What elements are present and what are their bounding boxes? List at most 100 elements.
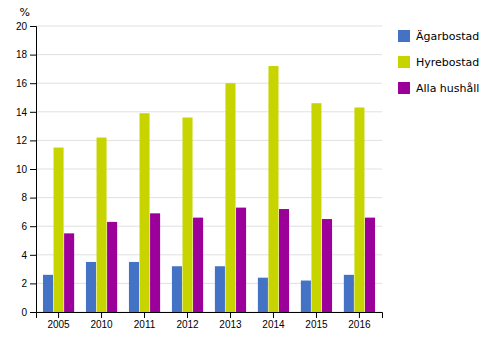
y-tick-mark [30,283,36,284]
bar [64,233,74,312]
y-tick-mark [30,255,36,256]
y-tick: 14 [16,107,36,118]
y-tick: 0 [21,307,36,318]
bar [43,275,53,312]
x-tick-label: 2005 [47,319,70,330]
y-tick-mark [30,55,36,56]
bar [344,275,354,312]
y-tick: 4 [21,250,36,261]
x-tick: 2016 [348,312,371,330]
x-tick-label: 2016 [348,319,371,330]
y-tick-label: 20 [16,21,28,32]
x-tick-mark [58,312,59,318]
y-tick: 18 [16,49,36,60]
x-tick: 2011 [134,312,156,330]
legend-swatch [398,56,410,68]
y-axis: 0 2 4 6 8 10 12 14 16 18 20 [16,21,37,318]
x-tick: 2013 [219,312,242,330]
x-tick-mark [101,312,102,318]
bar [182,118,192,312]
x-axis: 2005 2010 2011 2012 2013 2014 2015 2016 [37,312,383,330]
legend-item: Alla hushåll [398,82,479,95]
y-tick-label: 8 [21,192,27,203]
y-tick-mark [30,140,36,141]
y-tick-label: 14 [16,107,28,118]
y-tick-label: 12 [16,135,28,146]
x-tick-label: 2011 [134,319,156,330]
y-tick-mark [30,169,36,170]
grid-line [36,169,382,170]
bar [172,266,182,312]
legend: Ägarbostad Hyrebostad Alla hushåll [398,30,479,95]
y-tick-mark [30,83,36,84]
bar [150,213,160,312]
legend-label: Hyrebostad [416,56,479,69]
y-tick-mark [30,312,36,313]
y-tick-label: 0 [21,307,27,318]
bar [279,209,289,312]
bar [258,278,268,312]
y-tick: 6 [21,221,36,232]
x-tick: 2014 [262,312,285,330]
bar [140,113,150,312]
bar [301,281,311,312]
x-tick-mark [187,312,188,318]
y-tick: 20 [16,21,36,32]
y-tick: 16 [16,78,36,89]
bars [43,66,375,312]
bar [268,66,278,312]
y-tick: 10 [16,164,36,175]
x-axis-line [37,313,383,319]
bar [322,219,332,312]
x-tick-label: 2015 [305,319,328,330]
bar [86,262,96,312]
y-axis-line [30,27,37,313]
y-tick-label: 18 [16,49,28,60]
x-tick: 2005 [47,312,70,330]
bar [311,103,321,312]
bar [225,83,235,312]
grid-line [36,197,382,198]
x-tick: 2010 [90,312,113,330]
y-tick-label: 4 [21,250,27,261]
x-tick: 2012 [176,312,199,330]
series [54,66,365,312]
x-tick: 2015 [305,312,328,330]
grid [36,26,382,312]
bar [354,108,364,312]
x-tick-mark [144,312,145,318]
y-tick: 12 [16,135,36,146]
grid-line [36,111,382,112]
bar [97,138,107,312]
y-tick-mark [30,226,36,227]
x-tick-mark [230,312,231,318]
y-label: % [20,6,30,19]
legend-swatch [398,82,410,94]
y-tick-label: 10 [16,164,28,175]
y-tick-label: 2 [21,278,27,289]
x-tick-label: 2012 [176,319,199,330]
grid-line [36,83,382,84]
legend-label: Alla hushåll [416,82,479,95]
plot: 2005201020112012201320142015201602468101… [16,6,383,330]
legend-label: Ägarbostad [416,30,479,43]
x-tick-mark [273,312,274,318]
series [64,208,375,312]
grid-line [36,54,382,55]
y-tick-label: 6 [21,221,27,232]
y-tick: 8 [21,192,36,203]
x-tick-mark [316,312,317,318]
y-tick-label: 16 [16,78,28,89]
legend-item: Hyrebostad [398,56,479,69]
legend-swatch [398,30,410,42]
x-tick-mark [359,312,360,318]
bar [236,208,246,312]
grid-line [36,140,382,141]
x-tick-label: 2014 [262,319,285,330]
x-tick-label: 2013 [219,319,242,330]
bar [365,218,375,312]
x-tick-label: 2010 [90,319,113,330]
chart: 2005201020112012201320142015201602468101… [0,0,494,340]
legend-item: Ägarbostad [398,30,479,43]
bar [129,262,139,312]
